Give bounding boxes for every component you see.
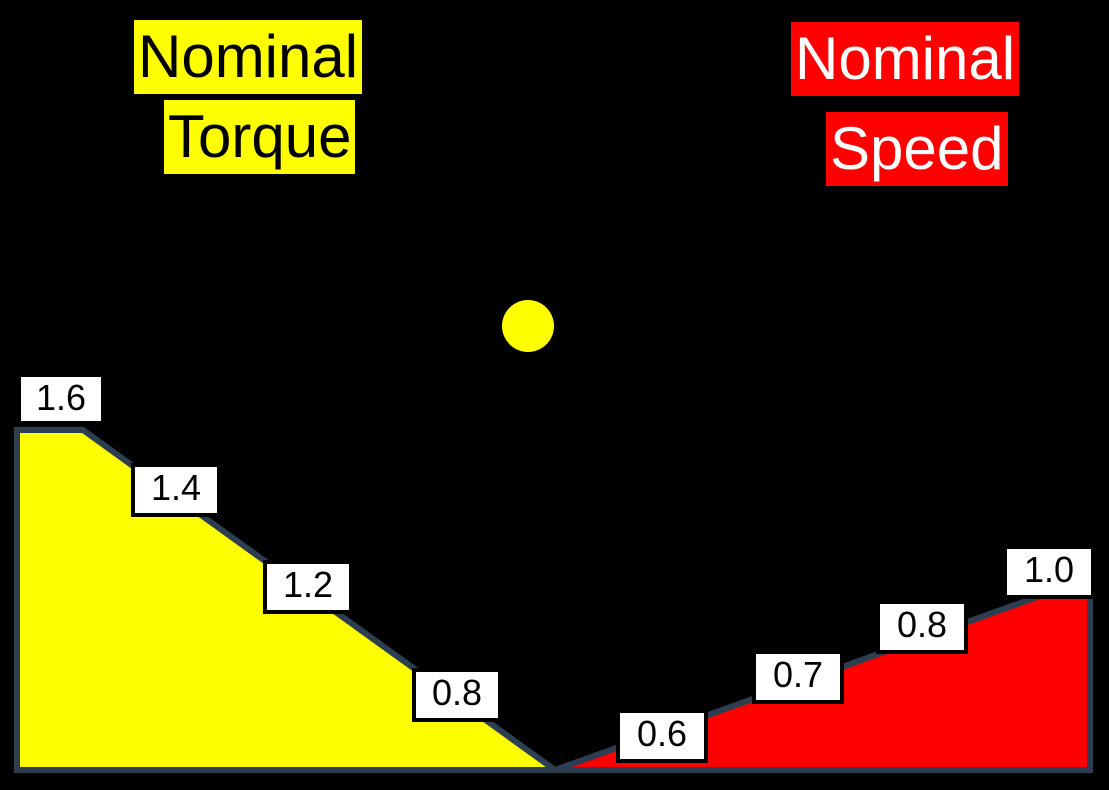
torque-title-line2: Torque <box>164 100 356 174</box>
speed-label-0-6: 0.6 <box>616 709 708 763</box>
torque-label-1-4: 1.4 <box>131 463 221 517</box>
torque-label-0-8: 0.8 <box>412 668 502 722</box>
speed-title-line1: Nominal <box>791 22 1020 96</box>
torque-label-1-2: 1.2 <box>263 560 353 614</box>
torque-title-line1: Nominal <box>134 20 363 94</box>
speed-label-1-0: 1.0 <box>1003 545 1095 599</box>
speed-title-line2: Speed <box>826 112 1008 186</box>
speed-label-0-7: 0.7 <box>752 650 844 704</box>
indicator-dot <box>502 300 554 352</box>
torque-label-1-6: 1.6 <box>17 373 105 425</box>
speed-label-0-8: 0.8 <box>876 600 968 654</box>
